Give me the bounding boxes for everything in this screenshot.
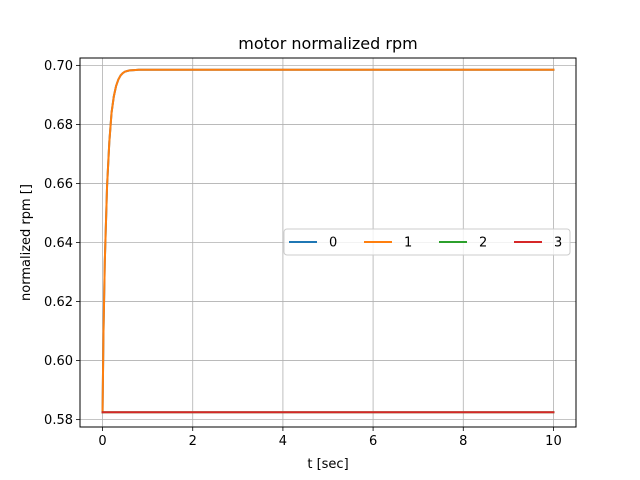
plot-series: [101, 68, 555, 414]
legend-label-3: 3: [554, 236, 562, 251]
legend-box: [283, 228, 571, 256]
y-tick-label: 0.66: [44, 177, 73, 192]
legend-label-1: 1: [404, 236, 412, 251]
y-tick-label: 0.58: [44, 413, 73, 428]
legend-label-2: 2: [479, 236, 487, 251]
y-tick-label: 0.64: [44, 236, 73, 251]
series-line-1: [101, 68, 555, 414]
chart-title: motor normalized rpm: [238, 34, 417, 53]
y-tick-label: 0.68: [44, 118, 73, 133]
x-axis-label: t [sec]: [307, 457, 348, 472]
y-tick-label: 0.60: [44, 354, 73, 369]
y-tick-label: 0.70: [44, 59, 73, 74]
x-tick-label: 4: [279, 434, 287, 449]
x-tick-label: 6: [369, 434, 377, 449]
x-tick-label: 8: [459, 434, 467, 449]
axis-ticks: 0 2 4 6 8 100.580.600.620.640.660.680.70: [44, 59, 562, 449]
y-tick-label: 0.62: [44, 295, 73, 310]
legend-label-0: 0: [329, 236, 337, 251]
legend: 0 1 2 3: [283, 228, 571, 256]
x-tick-label: 0: [98, 434, 106, 449]
x-tick-label: 10: [545, 434, 562, 449]
x-tick-label: 2: [189, 434, 197, 449]
y-axis-label: normalized rpm []: [19, 184, 34, 301]
